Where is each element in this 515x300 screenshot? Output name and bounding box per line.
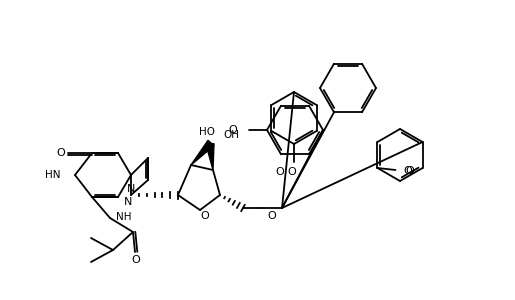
Polygon shape bbox=[191, 140, 214, 165]
Text: O: O bbox=[405, 166, 414, 176]
Text: OH: OH bbox=[223, 130, 239, 140]
Polygon shape bbox=[206, 143, 214, 170]
Text: O: O bbox=[228, 125, 237, 135]
Text: O: O bbox=[57, 148, 65, 158]
Text: O: O bbox=[268, 211, 277, 221]
Text: O: O bbox=[403, 166, 412, 176]
Text: O: O bbox=[276, 167, 284, 177]
Text: O: O bbox=[287, 167, 296, 177]
Text: HN: HN bbox=[45, 170, 61, 180]
Text: N: N bbox=[127, 184, 135, 194]
Text: HO: HO bbox=[199, 127, 215, 137]
Text: NH: NH bbox=[116, 212, 131, 222]
Text: O: O bbox=[201, 211, 210, 221]
Text: O: O bbox=[132, 255, 141, 265]
Text: N: N bbox=[124, 197, 132, 207]
